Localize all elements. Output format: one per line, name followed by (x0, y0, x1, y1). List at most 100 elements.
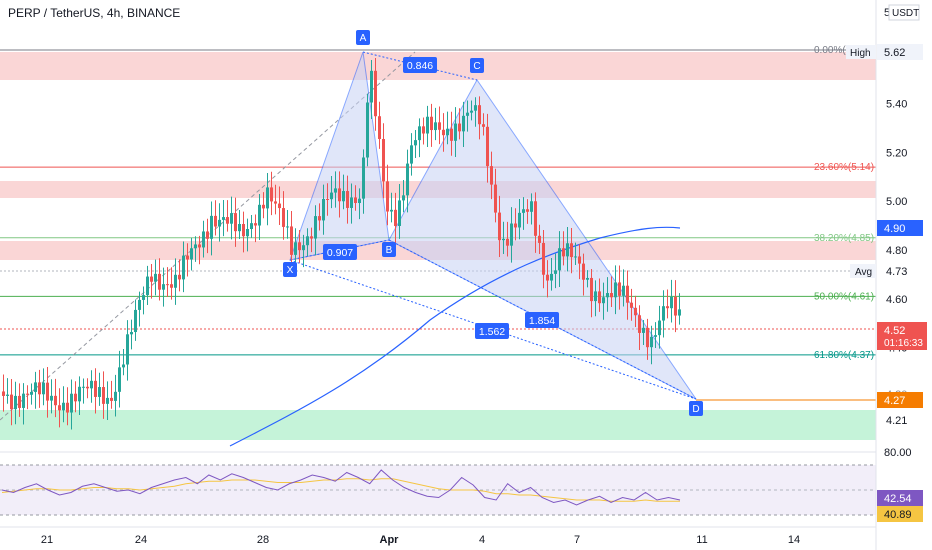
price-tick: 5.20 (886, 147, 907, 159)
fib-label: 0.00%(5.62) (814, 45, 868, 56)
candle-body (434, 122, 437, 131)
pattern-point-x-badge (283, 262, 297, 277)
candle-body (554, 270, 557, 274)
candle-body (358, 198, 361, 204)
avg-badge (850, 264, 876, 278)
candle-body (314, 216, 317, 239)
pattern-point-b-label: B (386, 245, 393, 256)
candle-body (278, 203, 281, 209)
candle-body (494, 184, 497, 213)
candle-body (62, 402, 65, 411)
candle-body (26, 393, 29, 395)
ratio-badge (475, 323, 509, 339)
candle-body (510, 223, 513, 246)
symbol-title: PERP / TetherUS, 4h, BINANCE (8, 6, 181, 20)
candle-body (294, 242, 297, 255)
time-tick: Apr (380, 534, 400, 546)
candle-body (130, 332, 133, 335)
resistance-zone-top (0, 52, 876, 80)
rsi-signal-badge (877, 506, 923, 522)
pattern-point-b-badge (382, 242, 396, 257)
candle-body (170, 284, 173, 288)
candle-body (150, 276, 153, 282)
unit-label: USDT (892, 8, 919, 19)
candle-body (22, 393, 25, 408)
support-zone (0, 410, 876, 440)
candle-body (658, 320, 661, 336)
candle-body (518, 212, 521, 228)
candle-body (670, 296, 673, 309)
ratio-badge (403, 57, 437, 73)
pattern-point-a-badge (356, 30, 370, 45)
candle-body (654, 335, 657, 337)
candle-body (454, 123, 457, 141)
candle-body (326, 198, 329, 200)
candle-body (502, 238, 505, 241)
candle-body (646, 327, 649, 348)
candle-body (506, 238, 509, 246)
price-tick: 4.80 (886, 245, 907, 257)
rsi-value: 42.54 (884, 493, 912, 505)
candle-body (118, 367, 121, 392)
candle-body (282, 208, 285, 227)
candle-body (110, 397, 113, 401)
candle-body (578, 256, 581, 264)
candle-body (334, 188, 337, 193)
candle-body (78, 386, 81, 402)
candle-body (482, 124, 485, 127)
ma-value: 4.90 (884, 223, 905, 235)
candle-body (190, 248, 193, 260)
candle-body (366, 102, 369, 158)
candle-body (18, 395, 21, 408)
candle-body (246, 229, 249, 237)
pattern-point-c-badge (470, 58, 484, 73)
candle-body (258, 204, 261, 226)
candle-body (418, 126, 421, 141)
candle-body (350, 197, 353, 208)
ma-value-badge (877, 220, 923, 236)
price-tick-bottom: 4.21 (886, 415, 907, 427)
candle-body (490, 166, 493, 185)
candle-body (514, 223, 517, 228)
candle-body (290, 226, 293, 255)
candle-body (74, 393, 77, 402)
fib-label: 23.60%(5.14) (814, 162, 874, 173)
candle-body (666, 306, 669, 309)
candle-body (174, 274, 177, 288)
candle-body (178, 274, 181, 280)
candle-body (298, 242, 301, 251)
ratio-label: 0.846 (407, 60, 433, 72)
candle-body (230, 213, 233, 224)
candle-body (438, 122, 441, 130)
candle-body (558, 248, 561, 271)
candle-body (114, 391, 117, 401)
candle-body (186, 255, 189, 260)
candle-body (90, 380, 93, 389)
candle-body (82, 386, 85, 388)
candle-body (610, 293, 613, 298)
candle-body (310, 236, 313, 239)
candle-body (270, 187, 273, 202)
candle-body (134, 309, 137, 333)
candle-body (330, 192, 333, 200)
candle-body (158, 273, 161, 290)
candle-body (394, 209, 397, 226)
candle-body (126, 334, 129, 365)
pattern-dotted-line (362, 51, 478, 81)
time-tick: 11 (696, 534, 707, 546)
candle-body (406, 163, 409, 196)
candle-body (42, 382, 45, 395)
candle-body (450, 128, 453, 141)
high-badge (846, 45, 876, 59)
candle-body (302, 245, 305, 251)
candle-body (206, 231, 209, 239)
candle-body (474, 105, 477, 111)
pattern-point-c-label: C (473, 61, 480, 72)
candle-body (538, 235, 541, 243)
candle-body (630, 302, 633, 308)
candle-body (242, 224, 245, 237)
candle-body (142, 295, 145, 300)
ratio-badge (323, 244, 357, 260)
candle-body (38, 382, 41, 395)
